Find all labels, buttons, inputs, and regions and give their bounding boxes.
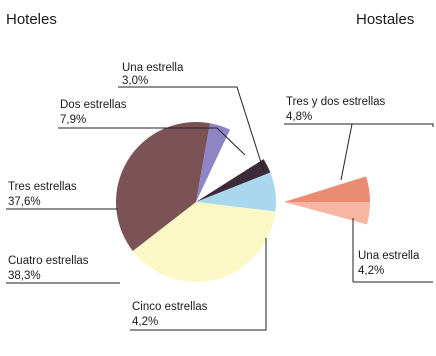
leader-lines: [6, 86, 434, 331]
label-una-estrella: Una estrella: [122, 62, 184, 74]
label-dos-estrellas: Dos estrellas: [60, 99, 127, 111]
value-hostal-una-estrella: 4,2%: [358, 265, 384, 277]
value-una-estrella: 3,0%: [122, 75, 148, 87]
hoteles-slice-dos-estrellas: [196, 172, 276, 212]
value-tres-estrellas: 37,6%: [8, 196, 41, 208]
hostales-slice-una-estrella: [284, 201, 371, 225]
label-cuatro-estrellas: Cuatro estrellas: [8, 255, 89, 267]
hostales-pie: [284, 176, 371, 225]
hoteles-slice-cinco-estrellas: [196, 123, 231, 202]
hoteles-slice-cuatro-estrellas: [116, 121, 210, 252]
label-hostal-una-estrella: Una estrella: [358, 250, 420, 262]
label-tres-estrellas: Tres estrellas: [8, 181, 77, 193]
label-cinco-estrellas: Cinco estrellas: [132, 301, 208, 313]
hostales-slice-tres-y-dos-estrellas: [284, 176, 370, 202]
value-cinco-estrellas: 4,2%: [132, 316, 158, 328]
hoteles-slice-tres-estrellas: [132, 202, 276, 282]
hoteles-slice-una-estrella: [196, 159, 271, 202]
chart-title-hostales: Hostales: [356, 11, 414, 28]
value-cuatro-estrellas: 38,3%: [8, 270, 41, 282]
value-dos-estrellas: 7,9%: [60, 114, 86, 126]
chart-title-hoteles: Hoteles: [6, 11, 57, 28]
value-tres-y-dos-estrellas: 4,8%: [286, 111, 312, 123]
hoteles-pie: [116, 121, 276, 282]
label-tres-y-dos-estrellas: Tres y dos estrellas: [286, 96, 386, 108]
